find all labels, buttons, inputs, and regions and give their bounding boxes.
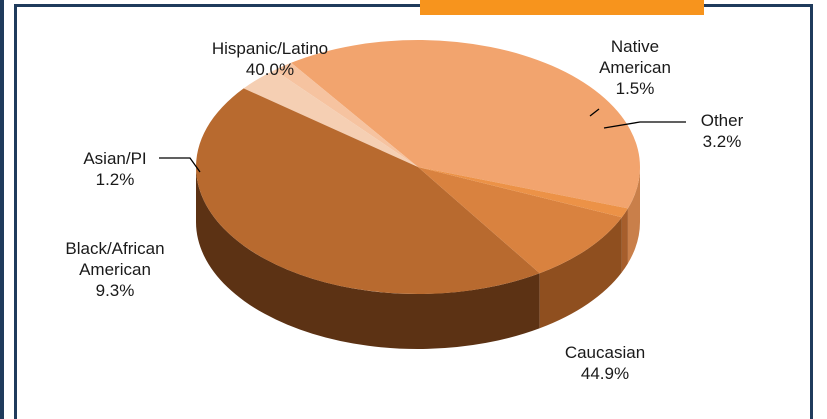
label-name: Hispanic/Latino [211,39,329,58]
data-label-caucasian: Caucasian 44.9% [540,342,670,384]
pie-side-asian-pi [621,208,628,273]
data-label-native-american: Native American 1.5% [580,36,690,99]
label-name: Other [700,111,744,130]
label-pct: 1.5% [615,79,655,98]
label-name: Asian/PI [83,149,147,168]
label-pct: 9.3% [95,281,135,300]
label-pct: 40.0% [245,60,295,79]
pie-side-hispanic-latino [627,167,640,264]
pie-slice-native-american [274,62,418,167]
label-name: Caucasian [564,343,646,362]
label-line-2: American [599,58,671,77]
pie-side-walls [196,167,640,349]
pie-slice-caucasian [196,88,540,294]
label-pct: 44.9% [580,364,630,383]
pie-top-faces [196,40,641,294]
header-banner [420,0,704,15]
leader-lines [159,108,686,173]
pie-side-caucasian [196,167,540,349]
pie-side-black-african-american [539,217,622,329]
pie-slice-hispanic-latino [291,40,641,209]
data-label-hispanic-latino: Hispanic/Latino 40.0% [185,38,355,80]
label-pct: 1.2% [95,170,135,189]
data-label-asian-pi: Asian/PI 1.2% [70,148,160,190]
pie-slice-asian-pi [418,167,628,218]
pie-slice-black-african-american [418,167,622,274]
leader-line-other [603,121,686,129]
label-pct: 3.2% [702,132,742,151]
label-line-1: Native [610,37,660,56]
label-line-1: Black/African [65,239,165,258]
leader-line-asian [159,157,201,173]
label-line-2: American [79,260,151,279]
data-label-other: Other 3.2% [682,110,762,152]
pie-slice-other [243,70,418,167]
left-border [0,0,4,419]
leader-line-native [589,108,600,117]
data-label-black-african-american: Black/African American 9.3% [40,238,190,301]
